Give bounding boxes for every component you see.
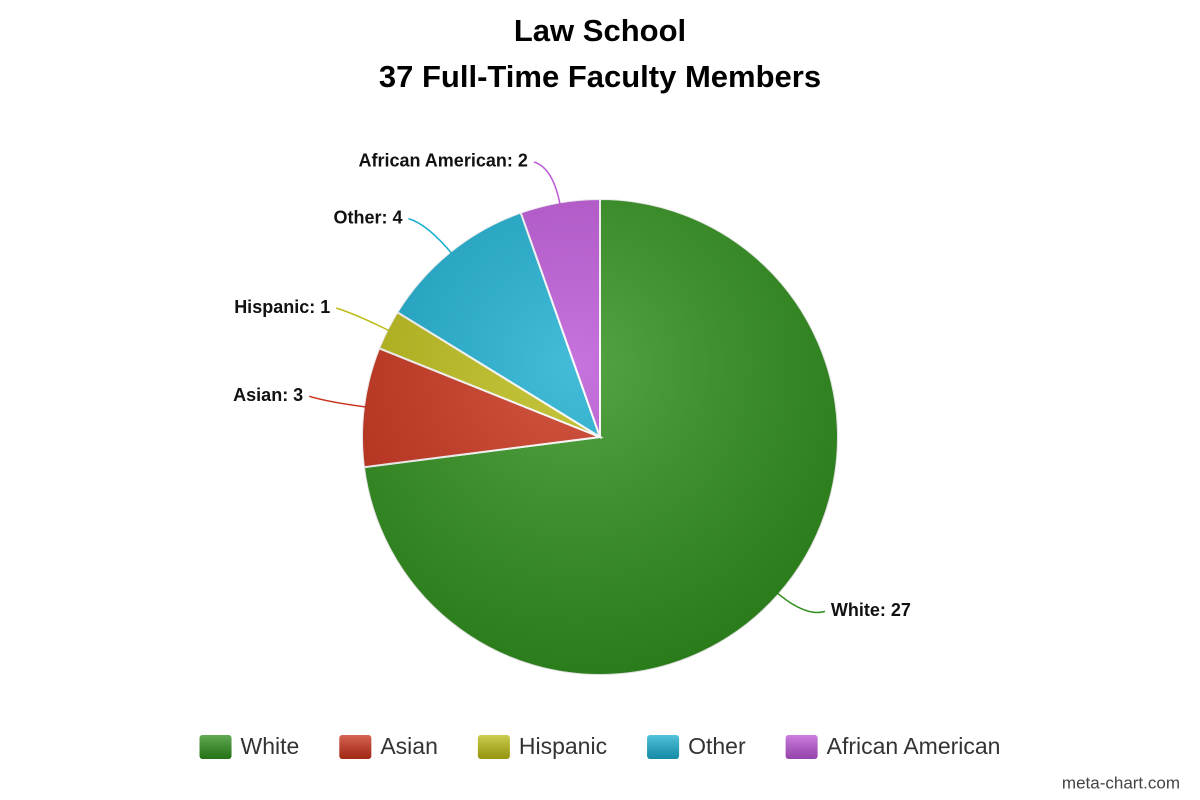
label-connector (408, 217, 455, 257)
label-connector (308, 395, 370, 409)
data-label: African American: 2 (358, 151, 527, 171)
legend: White Asian Hispanic Other African American (199, 733, 1001, 759)
legend-swatch-shade (199, 735, 232, 759)
legend-label: Other (688, 733, 746, 759)
chart-title: Law School (514, 13, 686, 48)
legend-label: African American (827, 733, 1001, 759)
data-label: Other: 4 (333, 207, 402, 227)
legend-label: White (241, 733, 300, 759)
chart-subtitle: 37 Full-Time Faculty Members (379, 59, 821, 94)
legend-swatch-shade (647, 735, 680, 759)
legend-swatch-shade (477, 735, 510, 759)
legend-swatch-shade (339, 735, 372, 759)
legend-swatch-shade (785, 735, 818, 759)
legend-label: Asian (380, 733, 438, 759)
legend-label: Hispanic (519, 733, 607, 759)
label-connector (336, 307, 394, 334)
credit: meta-chart.com (1062, 773, 1180, 792)
label-connector (773, 589, 826, 614)
label-connector (533, 161, 562, 209)
data-label: White: 27 (831, 600, 911, 620)
data-label: Hispanic: 1 (234, 297, 330, 317)
pie: White: 27 Asian: 3 Hispanic: 1 Other: 4 Afri… (233, 151, 911, 676)
data-label: Asian: 3 (233, 385, 303, 405)
